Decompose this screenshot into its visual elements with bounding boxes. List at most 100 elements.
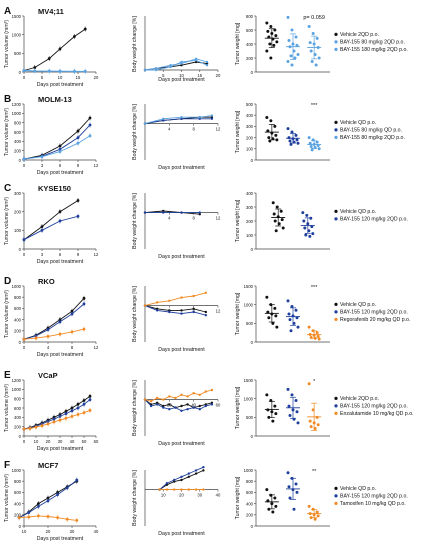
y-tick-label: 200: [246, 219, 254, 224]
data-point: [180, 296, 183, 299]
y-tick-label: 1000: [12, 468, 22, 473]
data-point: [180, 393, 183, 396]
data-point: [76, 406, 80, 410]
x-axis-label: Days post treatment: [37, 536, 84, 542]
data-point: [204, 390, 208, 393]
y-tick-label: 300: [246, 205, 254, 210]
y-axis-label: Body weight change [%]: [132, 380, 138, 436]
x-tick-label: 12: [94, 252, 99, 257]
data-point: [192, 310, 195, 314]
data-point: [22, 427, 26, 431]
data-point: [168, 408, 171, 411]
data-point: [204, 291, 208, 294]
series-line: [145, 59, 208, 71]
x-axis-label: Days post treatment: [37, 82, 84, 88]
data-point: [272, 212, 276, 216]
x-tick-label: 30: [197, 493, 202, 498]
data-point: [307, 382, 311, 386]
data-point: [275, 205, 279, 209]
data-point: [294, 35, 298, 39]
x-tick-label: 30: [70, 529, 75, 534]
data-point: [64, 412, 68, 415]
data-point: [58, 418, 62, 422]
y-tick-label: 1000: [12, 32, 22, 37]
legend-label: Tamoxifen 10 mg/kg QD p.o.: [340, 501, 406, 507]
data-point: [37, 505, 40, 508]
y-tick-label: 100: [246, 147, 254, 152]
body-weight-chart: 4 8 12 Days post treatment Body weight chang…: [132, 193, 221, 260]
data-point: [198, 393, 201, 396]
tumor-volume-chart: 0 200 400 600 800 1000 1200 0 3 6 9 12 Days post tre…: [4, 102, 99, 176]
data-point: [168, 299, 171, 302]
data-point: [70, 312, 74, 316]
y-tick-label: 100: [246, 233, 254, 238]
data-point: [294, 482, 298, 486]
x-axis-label: Days post treatment: [158, 531, 205, 537]
legend-marker: [334, 494, 338, 498]
x-axis-label: Days post treatment: [158, 165, 205, 171]
data-point: [274, 229, 278, 233]
data-point: [46, 499, 50, 503]
y-tick-label: 0: [19, 247, 22, 252]
y-tick-label: 200: [246, 135, 254, 140]
data-point: [295, 43, 299, 47]
data-point: [88, 123, 92, 127]
legend-label: BAY-155 80 mg/kg QD p.o.: [340, 128, 402, 134]
data-point: [46, 496, 50, 500]
data-point: [311, 32, 315, 35]
data-point: [273, 124, 277, 128]
y-tick-label: 800: [246, 479, 254, 484]
x-tick-label: 10: [179, 73, 184, 78]
data-point: [290, 130, 294, 134]
data-point: [46, 422, 50, 426]
data-point: [316, 514, 320, 518]
data-point: [75, 478, 79, 482]
data-point: [83, 27, 87, 31]
data-point: [205, 60, 209, 64]
data-point: [33, 69, 37, 73]
x-tick-label: 0: [23, 163, 26, 168]
x-tick-label: 12: [94, 345, 99, 350]
data-point: [302, 219, 306, 223]
data-point: [289, 142, 293, 146]
legend-marker: [334, 217, 338, 221]
data-point: [22, 238, 26, 242]
data-point: [33, 66, 37, 69]
x-tick-label: 12: [94, 163, 99, 168]
data-point: [143, 68, 147, 72]
x-tick-label: 4: [168, 216, 171, 221]
data-point: [180, 475, 183, 478]
data-point: [265, 115, 269, 119]
data-point: [180, 478, 183, 482]
significance-annotation: **: [312, 469, 317, 475]
legend: Vehicle QD p.o. BAY-155 120 mg/kg 2QD p.o…: [334, 209, 408, 223]
y-tick-label: 1000: [12, 387, 22, 392]
data-point: [294, 133, 298, 137]
y-tick-label: 800: [14, 295, 22, 300]
legend-marker: [334, 32, 338, 37]
y-tick-label: 1200: [12, 378, 22, 383]
data-point: [180, 211, 183, 214]
data-point: [286, 15, 290, 19]
significance-annotation: *: [313, 379, 316, 385]
x-axis-label: Days post treatment: [158, 441, 205, 447]
data-point: [317, 56, 321, 60]
x-axis-label: Days post treatment: [37, 446, 84, 452]
y-tick-label: 400: [14, 317, 22, 322]
legend-label: Vehicle 2QD p.o.: [340, 396, 379, 402]
legend: Vehicle QD p.o. BAY-155 80 mg/kg QD p.o.B…: [334, 120, 405, 141]
data-point: [308, 41, 312, 45]
data-point: [46, 335, 50, 338]
legend-label: BAY-155 80 mg/kg 2QD p.o.: [340, 135, 405, 141]
y-tick-label: 0: [251, 434, 254, 439]
data-point: [296, 53, 300, 56]
y-tick-label: 1500: [244, 284, 254, 289]
tumor-weight-chart: 0 100 200 300 400 500 Tumor weight [mg] ***: [235, 102, 330, 163]
panel-letter: E: [4, 370, 11, 381]
data-point: [192, 392, 195, 395]
data-point: [308, 419, 312, 423]
data-point: [186, 403, 189, 406]
data-point: [314, 63, 318, 67]
